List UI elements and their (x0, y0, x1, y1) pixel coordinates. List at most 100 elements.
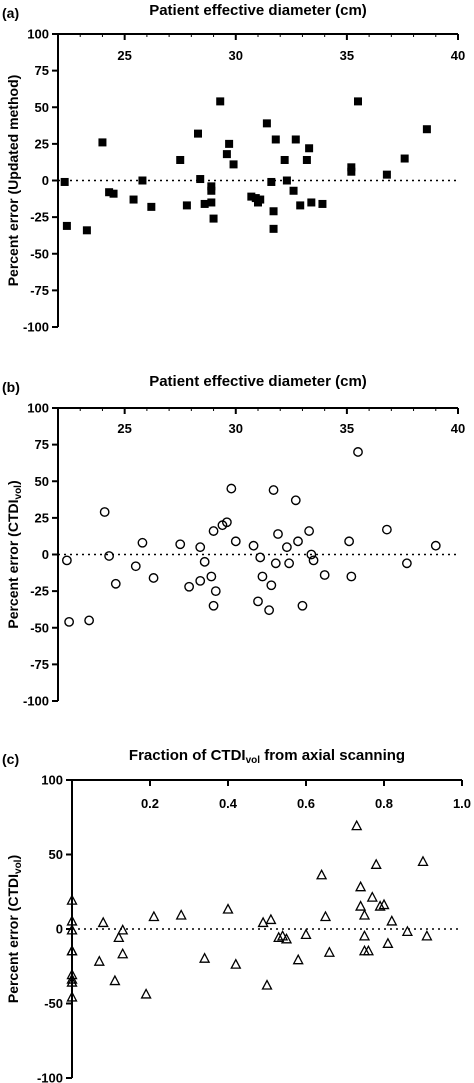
data-point (297, 600, 308, 611)
y-tick-label: 100 (27, 401, 49, 416)
y-tick-label: 0 (42, 547, 49, 562)
data-point (382, 937, 394, 948)
data-point (210, 586, 221, 597)
title-main: Patient effective diameter (cm) (149, 2, 367, 19)
data-point (257, 571, 268, 582)
data-point (226, 483, 237, 494)
x-tick-label: 0.8 (375, 796, 393, 811)
data-point (280, 155, 289, 164)
data-point (99, 507, 110, 517)
data-point (196, 175, 205, 184)
data-point (282, 176, 291, 185)
y-tick-label: -25 (30, 210, 49, 225)
y-tick-label: -50 (30, 246, 49, 261)
data-point (261, 979, 273, 990)
data-point (291, 135, 300, 144)
data-point (207, 186, 216, 195)
data-point (199, 556, 210, 567)
y-axis-label: Percent error (CTDIvol) (5, 855, 24, 1003)
y-tick-label: 75 (35, 63, 49, 78)
data-point (417, 855, 429, 866)
data-point (374, 900, 386, 911)
y-tick-label: 25 (35, 136, 49, 151)
data-point (264, 605, 275, 616)
data-point (84, 615, 95, 626)
y-label-main: Percent error (CTDI (5, 499, 21, 628)
title-main: Fraction of CTDI (129, 747, 246, 764)
data-point (381, 524, 392, 535)
data-point (268, 485, 279, 495)
data-point (284, 558, 295, 569)
y-tick-label: 100 (41, 773, 63, 788)
chart-panel-1: (a) Patient effective diameter (cm) 100 75 5… (2, 2, 465, 335)
data-point (273, 931, 285, 942)
data-point (319, 570, 330, 580)
x-tick-label: 1.0 (453, 796, 471, 811)
data-point (113, 931, 125, 942)
data-point (216, 97, 225, 106)
panel-label: (a) (2, 5, 19, 21)
x-tick-label: 40 (451, 48, 465, 63)
data-point (104, 551, 115, 561)
y-tick-label: -50 (44, 996, 63, 1011)
data-point (307, 198, 316, 207)
data-point (61, 555, 72, 566)
x-tick-label: 35 (340, 421, 354, 436)
data-point (222, 150, 231, 159)
data-point (148, 910, 160, 922)
data-point (251, 194, 260, 203)
data-point (323, 946, 335, 957)
data-point (382, 170, 391, 179)
data-point (230, 958, 242, 969)
data-point (300, 928, 312, 940)
x-tick-label: 25 (117, 421, 131, 436)
data-point (344, 536, 355, 547)
y-tick-label: -100 (23, 694, 49, 709)
data-point (207, 198, 216, 207)
data-point (182, 201, 191, 210)
data-point (362, 944, 374, 956)
data-point (302, 155, 311, 164)
data-point (82, 226, 91, 235)
chart-panel-3: (c) Fraction of CTDIvol from axial scanni… (2, 747, 471, 1083)
data-point (184, 581, 195, 592)
y-tick-label: -100 (23, 320, 49, 335)
data-point (358, 929, 371, 941)
data-point (318, 199, 327, 208)
data-point (421, 929, 433, 941)
data-point (401, 925, 413, 937)
data-point (269, 224, 278, 233)
data-point (195, 542, 206, 553)
data-point (140, 988, 152, 999)
chart-title: Patient effective diameter (cm) (149, 373, 367, 390)
data-point (98, 138, 107, 147)
data-point (347, 167, 356, 176)
data-point (346, 571, 357, 582)
data-point (281, 542, 292, 553)
series-points (61, 447, 441, 627)
data-point (199, 952, 211, 963)
data-point (175, 539, 186, 550)
title-subscript: vol (246, 755, 261, 766)
data-point (306, 549, 317, 560)
x-tick-label: 35 (340, 48, 354, 63)
x-tick-label: 0.4 (219, 796, 238, 811)
data-point (290, 495, 301, 506)
data-point (117, 924, 129, 935)
y-label-subscript: vol (13, 485, 24, 500)
data-point (64, 616, 75, 627)
data-point (105, 188, 114, 197)
data-point (351, 819, 363, 831)
data-point (378, 898, 390, 910)
y-tick-label: -75 (30, 283, 49, 298)
data-point (148, 573, 159, 583)
data-point (138, 176, 147, 185)
data-point (296, 201, 305, 210)
data-point (97, 916, 109, 928)
x-tick-label: 0.6 (297, 796, 315, 811)
data-point (248, 540, 259, 551)
x-tick-label: 25 (117, 48, 131, 63)
data-point (265, 913, 277, 925)
data-point (262, 119, 271, 128)
data-point (358, 909, 371, 920)
